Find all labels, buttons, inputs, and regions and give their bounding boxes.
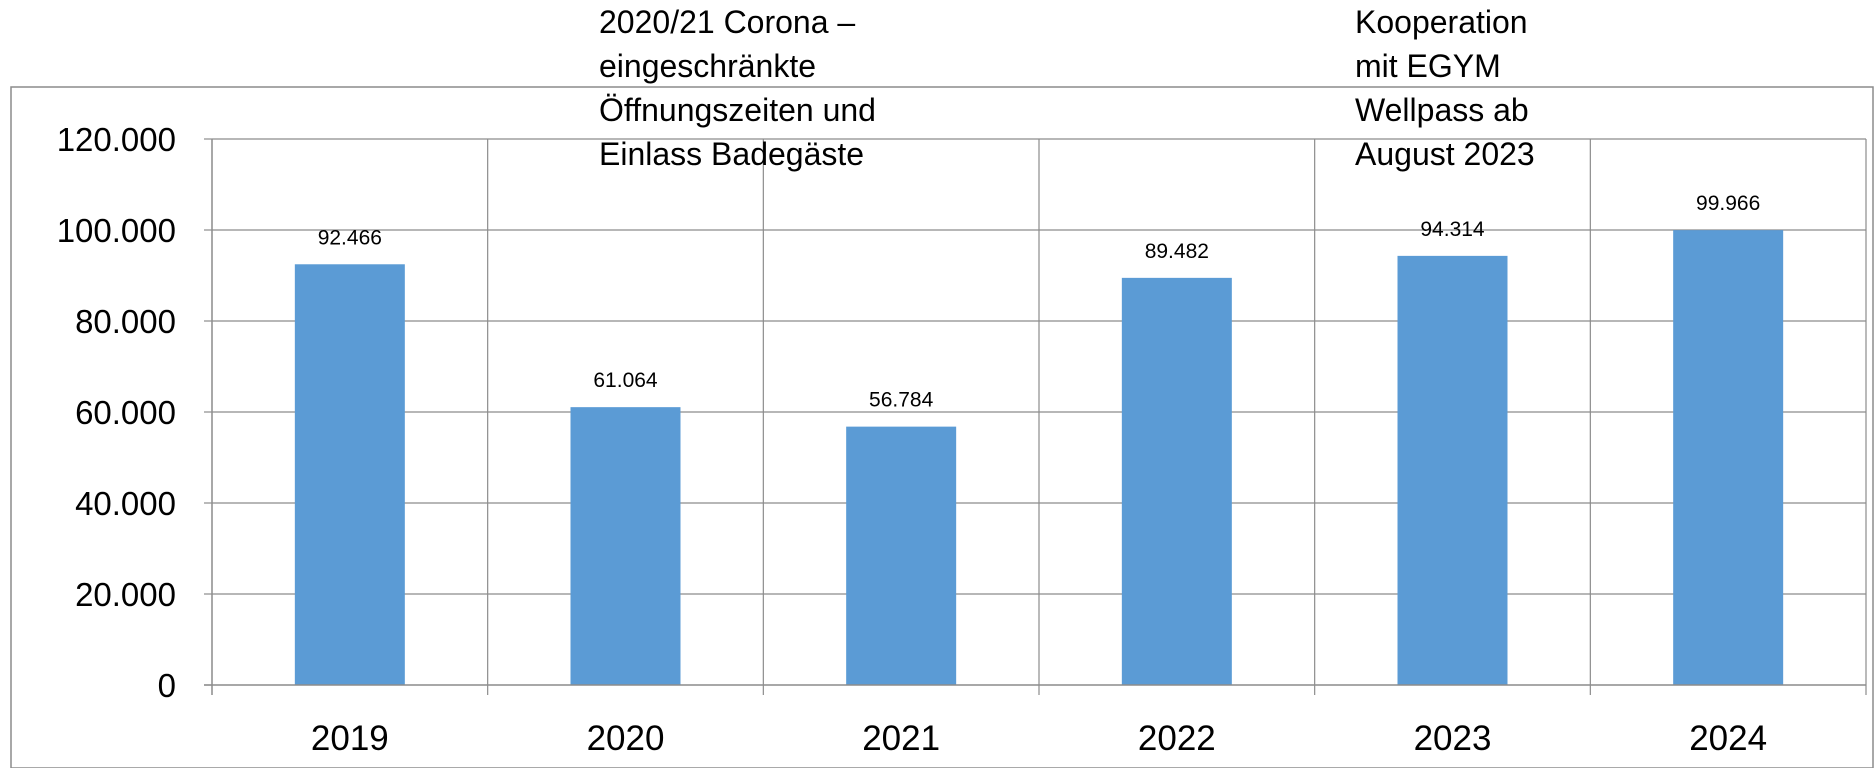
x-tick-label-2021: 2021 xyxy=(862,719,940,758)
annotation-corona: 2020/21 Corona – eingeschränkte Öffnungs… xyxy=(599,4,876,172)
y-tick-label: 80.000 xyxy=(75,303,176,340)
data-label-2024: 99.966 xyxy=(1696,192,1760,215)
x-tick-label-2023: 2023 xyxy=(1414,719,1492,758)
x-tick-label-2022: 2022 xyxy=(1138,719,1216,758)
y-tick-label: 100.000 xyxy=(57,212,176,249)
data-label-2023: 94.314 xyxy=(1420,218,1485,241)
y-tick-label: 20.000 xyxy=(75,576,176,613)
chart-frame xyxy=(10,86,1874,768)
x-tick-label-2020: 2020 xyxy=(587,719,665,758)
bar-2022 xyxy=(1121,277,1232,685)
data-label-2019: 92.466 xyxy=(318,226,382,249)
annotation-egym-wellpass: Kooperation mit EGYM Wellpass ab August … xyxy=(1355,4,1535,172)
y-tick-label: 60.000 xyxy=(75,394,176,431)
data-label-2021: 56.784 xyxy=(869,389,934,412)
y-tick-label: 120.000 xyxy=(57,121,176,158)
bar-2024 xyxy=(1673,230,1784,685)
data-label-2020: 61.064 xyxy=(593,369,658,392)
bar-2020 xyxy=(570,407,681,685)
y-tick-label: 0 xyxy=(158,667,176,704)
bar-2021 xyxy=(846,426,957,685)
x-tick-label-2019: 2019 xyxy=(311,719,389,758)
bar-2023 xyxy=(1397,255,1508,685)
y-tick-label: 40.000 xyxy=(75,485,176,522)
x-tick-label-2024: 2024 xyxy=(1689,719,1767,758)
data-label-2022: 89.482 xyxy=(1145,240,1209,263)
bar-2019 xyxy=(294,264,405,685)
